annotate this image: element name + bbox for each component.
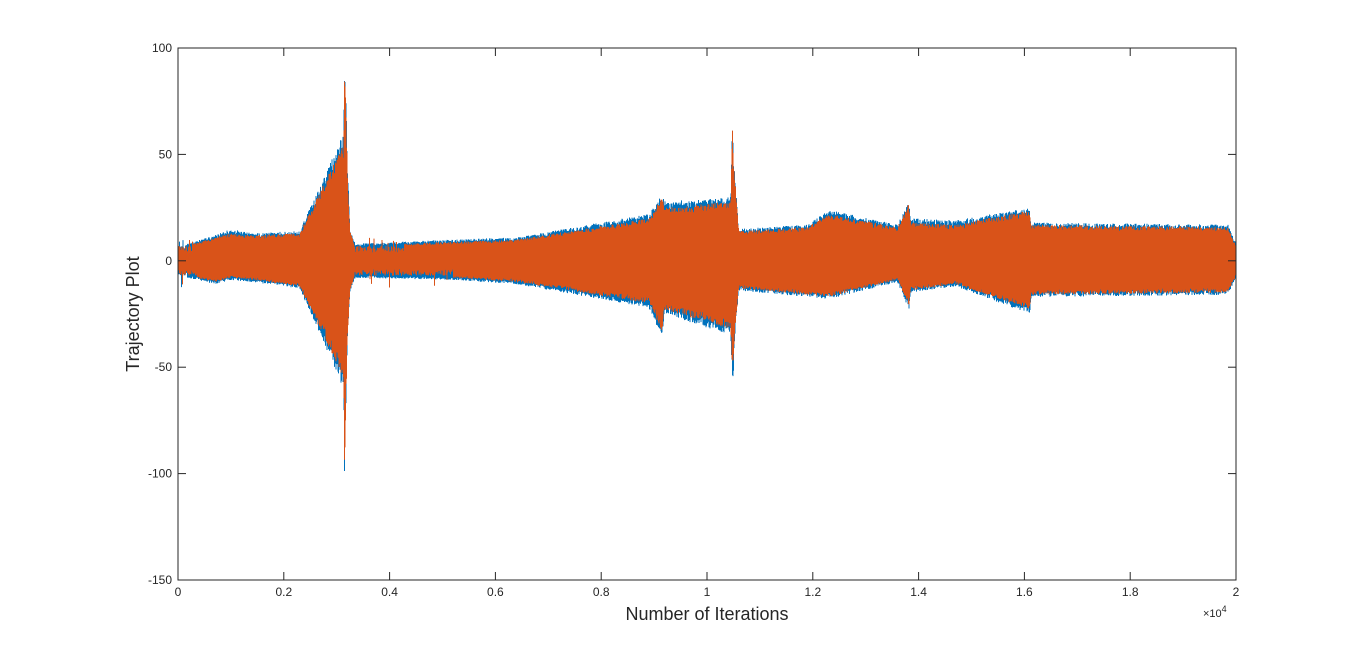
x-axis-exponent: ×104 (1203, 604, 1227, 620)
x-tick-label: 1.8 (1122, 585, 1139, 599)
y-axis-label: Trajectory Plot (123, 256, 143, 371)
x-tick-label: 1.2 (804, 585, 821, 599)
x-tick-label: 0.6 (487, 585, 504, 599)
x-tick-label: 0.4 (381, 585, 398, 599)
x-tick-label: 0.8 (593, 585, 610, 599)
x-tick-label: 1.4 (910, 585, 927, 599)
x-tick-label: 0.2 (275, 585, 292, 599)
y-axis-ticks: -150 -100 -50 0 50 100 (148, 41, 1236, 587)
x-axis-label: Number of Iterations (625, 604, 788, 624)
y-tick-label: -50 (155, 360, 173, 374)
x-axis-exponent-power: 4 (1222, 604, 1227, 614)
y-tick-label: 50 (159, 147, 173, 161)
x-tick-label: 1.6 (1016, 585, 1033, 599)
x-tick-label: 0 (175, 585, 182, 599)
x-tick-label: 1 (704, 585, 711, 599)
y-tick-label: 100 (152, 41, 172, 55)
x-tick-label: 2 (1233, 585, 1240, 599)
x-axis-exponent-base: ×10 (1203, 608, 1222, 620)
y-tick-label: -150 (148, 573, 172, 587)
x-axis-ticks: 0 0.2 0.4 0.6 0.8 1 1.2 1.4 1.6 1.8 2 (175, 48, 1240, 599)
y-tick-label: -100 (148, 467, 172, 481)
y-tick-label: 0 (165, 254, 172, 268)
